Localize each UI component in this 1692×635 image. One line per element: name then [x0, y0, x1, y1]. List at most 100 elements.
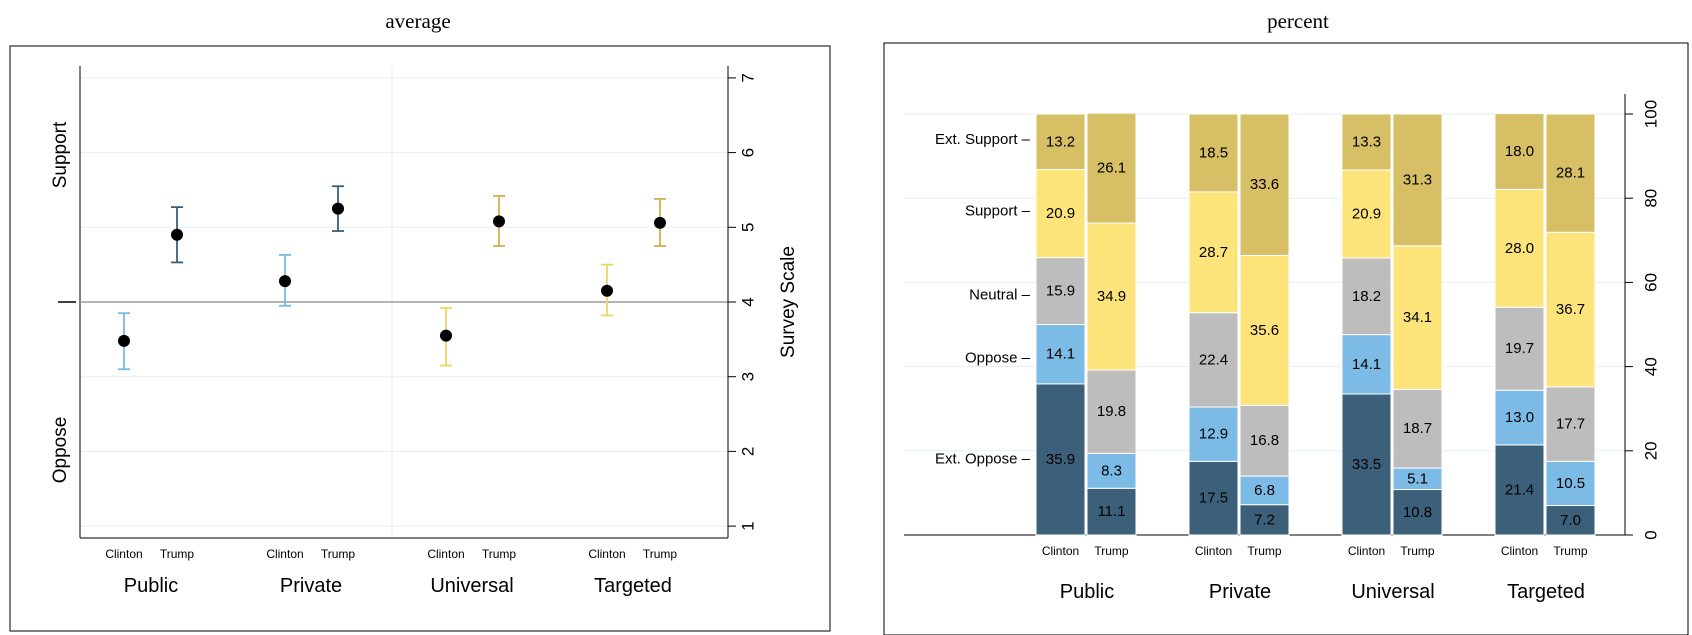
mean-point: [440, 329, 452, 342]
targeted-clinton-bar: 21.4 13.0 19.7 28.0 18.0: [1494, 113, 1545, 536]
segment-oppose: [1086, 452, 1137, 489]
segment-ext-oppose: [1188, 460, 1239, 536]
mean-point: [332, 202, 344, 215]
y-tick-label: 3: [739, 372, 758, 381]
mean-point: [118, 334, 130, 347]
segment-ext-oppose: [1086, 487, 1137, 536]
segment-ext-support: [1239, 113, 1290, 256]
segment-neutral: [1392, 388, 1443, 469]
segment-value-label: 28.7: [1199, 244, 1228, 261]
y-tick-label: 2: [739, 447, 758, 456]
segment-oppose: [1545, 460, 1596, 507]
segment-value-label: 31.3: [1403, 171, 1432, 188]
private-trump-estimate: [332, 185, 344, 232]
segment-value-label: 35.9: [1046, 451, 1075, 468]
average-right-axis: 1 2 3 4 5 6 7: [727, 66, 758, 538]
category-labels: Ext. Oppose – Oppose – Neutral – Support – E…: [935, 131, 1031, 468]
candidate-label: Trump: [482, 547, 517, 561]
group-label-private: Private: [1209, 581, 1271, 603]
group-label-targeted: Targeted: [1507, 581, 1585, 603]
segment-value-label: 18.5: [1199, 144, 1228, 161]
average-chart-title: average: [385, 9, 450, 33]
universal-trump-estimate: [493, 195, 505, 247]
segment-value-label: 20.9: [1352, 205, 1381, 222]
segment-value-label: 14.1: [1352, 356, 1381, 373]
segment-neutral: [1341, 257, 1392, 336]
segment-neutral: [1494, 306, 1545, 391]
segment-value-label: 7.0: [1560, 512, 1581, 529]
segment-value-label: 34.1: [1403, 309, 1432, 326]
segment-value-label: 28.1: [1556, 165, 1585, 182]
segment-value-label: 18.2: [1352, 288, 1381, 305]
segment-ext-support: [1392, 113, 1443, 247]
targeted-trump-bar: 7.0 10.5 17.7 36.7 28.1: [1545, 113, 1596, 536]
percent-right-axis: 0 20 40 60 80 100: [1624, 94, 1661, 540]
segment-value-label: 7.2: [1254, 511, 1275, 528]
segment-ext-support: [1545, 113, 1596, 233]
candidate-label: Clinton: [1195, 544, 1232, 558]
candidate-label: Trump: [321, 547, 356, 561]
group-label-private: Private: [280, 575, 342, 597]
y-tick-label: 80: [1642, 189, 1661, 208]
segment-ext-support: [1086, 112, 1137, 224]
y-tick-label: 20: [1642, 441, 1661, 460]
segment-support: [1341, 169, 1392, 259]
y-tick-label: 6: [739, 148, 758, 157]
public-trump-bar: 11.1 8.3 19.8 34.9 26.1: [1086, 112, 1137, 536]
segment-support: [1392, 245, 1443, 390]
y-tick-label: 5: [739, 223, 758, 232]
y-tick-label: 40: [1642, 357, 1661, 376]
segment-ext-oppose: [1494, 444, 1545, 536]
segment-value-label: 15.9: [1046, 283, 1075, 300]
segment-support: [1545, 231, 1596, 388]
public-trump-estimate: [171, 206, 183, 264]
candidate-label: Clinton: [266, 547, 303, 561]
segment-value-label: 33.6: [1250, 176, 1279, 193]
segment-support: [1188, 191, 1239, 314]
segment-ext-oppose: [1392, 489, 1443, 536]
segment-oppose: [1188, 406, 1239, 462]
candidate-label: Clinton: [1042, 544, 1079, 558]
segment-value-label: 10.8: [1403, 504, 1432, 521]
segment-value-label: 10.5: [1556, 475, 1585, 492]
private-trump-bar: 7.2 6.8 16.8 35.6 33.6: [1239, 113, 1290, 536]
category-label-ext-oppose: Ext. Oppose –: [935, 451, 1031, 468]
segment-value-label: 36.7: [1556, 301, 1585, 318]
candidate-label: Trump: [1094, 544, 1129, 558]
segment-value-label: 18.7: [1403, 420, 1432, 437]
segment-value-label: 13.3: [1352, 133, 1381, 150]
y-tick-label: 60: [1642, 273, 1661, 292]
segment-neutral: [1086, 369, 1137, 454]
mean-point: [601, 284, 613, 297]
mean-point: [493, 215, 505, 228]
segment-value-label: 20.9: [1046, 205, 1075, 222]
category-label-support: Support –: [965, 202, 1031, 219]
segment-ext-oppose: [1239, 504, 1290, 536]
candidate-label: Clinton: [588, 547, 625, 561]
candidate-label: Trump: [1247, 544, 1282, 558]
targeted-clinton-estimate: [601, 263, 613, 317]
candidate-label: Clinton: [1348, 544, 1385, 558]
oppose-side-label: Oppose: [50, 417, 71, 484]
segment-neutral: [1545, 386, 1596, 462]
segment-value-label: 26.1: [1097, 160, 1126, 177]
universal-clinton-bar: 33.5 14.1 18.2 20.9 13.3: [1341, 113, 1392, 536]
candidate-label: Trump: [1553, 544, 1588, 558]
public-clinton-bar: 35.9 14.1 15.9 20.9 13.2: [1035, 113, 1086, 536]
support-oppose-labels: Support Oppose: [50, 121, 71, 483]
segment-support: [1086, 222, 1137, 371]
segment-value-label: 33.5: [1352, 456, 1381, 473]
percent-chart-frame: [883, 42, 1689, 635]
segment-value-label: 17.7: [1556, 416, 1585, 433]
segment-value-label: 34.9: [1097, 288, 1126, 305]
average-points: [118, 185, 666, 371]
segment-ext-support: [1188, 113, 1239, 193]
segment-oppose: [1035, 324, 1086, 385]
segment-ext-oppose: [1545, 505, 1596, 536]
segment-ext-support: [1341, 113, 1392, 171]
segment-value-label: 17.5: [1199, 490, 1228, 507]
percent-stacked-bars: 35.914.115.920.913.211.18.319.834.926.11…: [1035, 112, 1596, 536]
segment-neutral: [1239, 404, 1290, 477]
segment-value-label: 12.9: [1199, 426, 1228, 443]
